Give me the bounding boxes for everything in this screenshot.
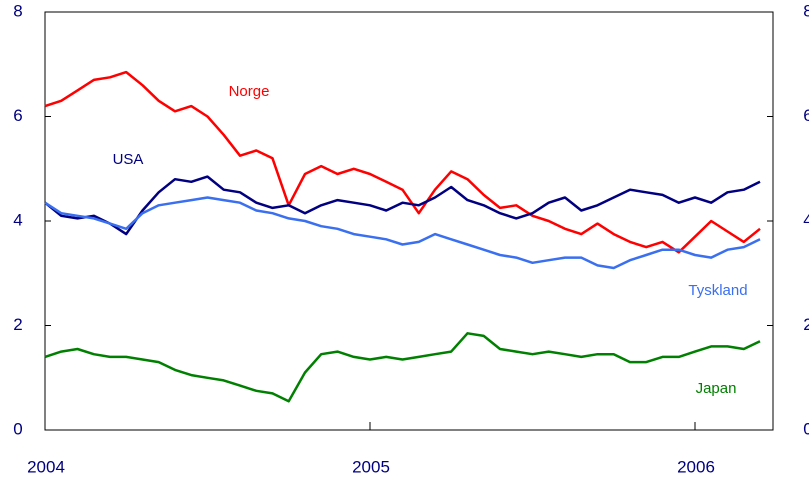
series-label: Tyskland bbox=[688, 282, 747, 299]
y-tick-label: 0 bbox=[13, 419, 22, 438]
series-label: Japan bbox=[696, 380, 737, 397]
x-tick-label: 2004 bbox=[27, 457, 65, 476]
series-line bbox=[44, 175, 761, 236]
series-label: Norge bbox=[229, 83, 270, 100]
y2-tick-label: 0 bbox=[803, 419, 809, 438]
y-tick-label: 2 bbox=[13, 315, 22, 334]
series-line bbox=[44, 196, 761, 270]
y2-tick-label: 6 bbox=[803, 106, 809, 125]
x-tick-label: 2006 bbox=[677, 457, 715, 476]
series-label: USA bbox=[113, 151, 144, 168]
x-tick-label: 2005 bbox=[352, 457, 390, 476]
y-tick-label: 4 bbox=[13, 210, 22, 229]
series-line bbox=[44, 332, 761, 403]
y2-tick-label: 8 bbox=[803, 1, 809, 20]
y2-tick-label: 2 bbox=[803, 315, 809, 334]
y-tick-label: 6 bbox=[13, 106, 22, 125]
series-line bbox=[44, 70, 761, 254]
y2-tick-label: 4 bbox=[803, 210, 809, 229]
plot-frame bbox=[44, 11, 774, 431]
y-tick-label: 8 bbox=[13, 1, 22, 20]
